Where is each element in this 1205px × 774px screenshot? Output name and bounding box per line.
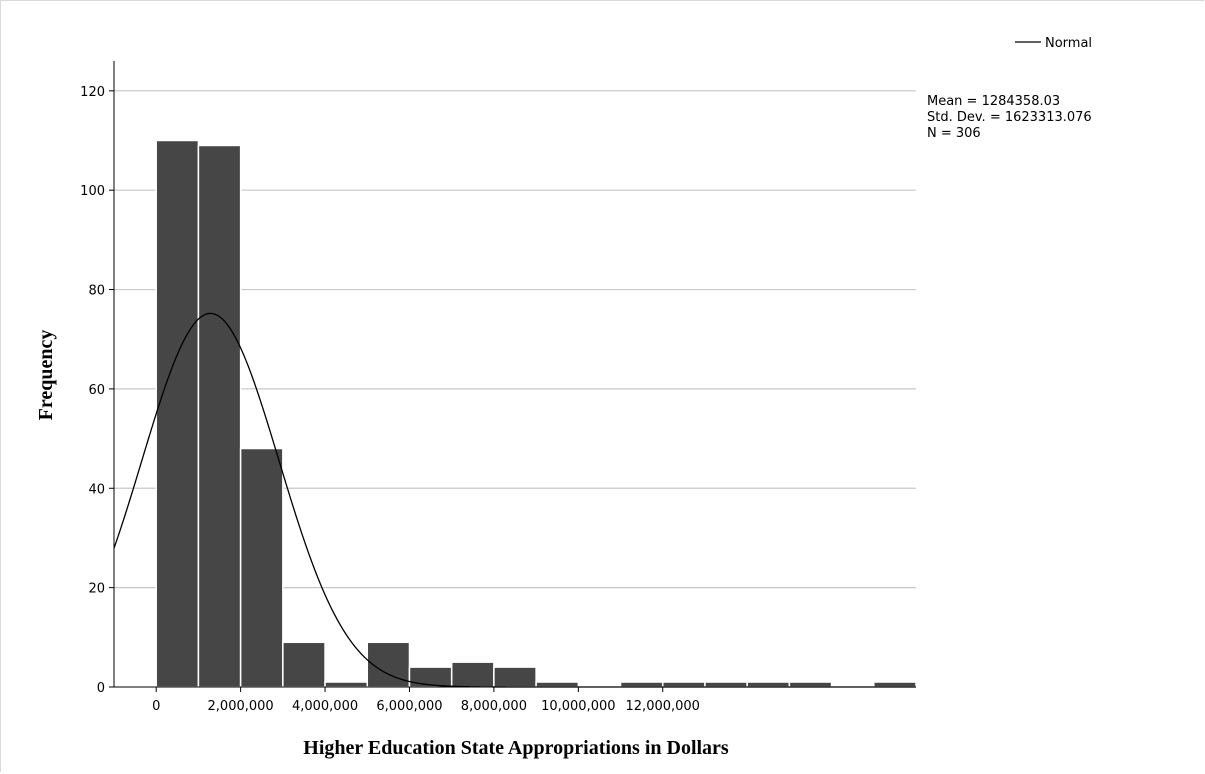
histogram-bar xyxy=(746,681,791,688)
y-tick-label: 120 xyxy=(80,85,105,100)
legend: Normal xyxy=(1015,36,1092,51)
y-tick-label: 60 xyxy=(88,383,105,398)
y-ticks: 0 20 40 60 80 100 120 xyxy=(80,85,114,696)
histogram-bar xyxy=(704,681,748,688)
y-tick-label: 20 xyxy=(88,582,105,597)
x-tick-label: 4,000,000 xyxy=(292,699,358,714)
histogram-bar xyxy=(324,681,369,688)
histogram-bar xyxy=(661,681,706,688)
stats-std-dev: Std. Dev. = 1623313.076 xyxy=(927,110,1092,125)
x-tick-label: 2,000,000 xyxy=(208,699,274,714)
x-tick-label: 6,000,000 xyxy=(376,699,442,714)
histogram-bar xyxy=(408,666,453,688)
x-tick-label: 0 xyxy=(152,699,160,714)
y-tick-label: 40 xyxy=(88,482,105,497)
histogram-bar xyxy=(535,681,580,688)
x-tick-label: 12,000,000 xyxy=(626,699,700,714)
histogram-bar xyxy=(619,681,664,688)
x-tick-label: 10,000,000 xyxy=(541,699,615,714)
axes xyxy=(113,61,916,688)
x-ticks: 0 2,000,000 4,000,000 6,000,000 8,000,000 10,… xyxy=(152,687,700,714)
histogram-bar xyxy=(155,139,200,688)
histogram-bar xyxy=(239,447,284,688)
histogram-bar xyxy=(450,661,495,688)
y-tick-label: 80 xyxy=(88,284,105,299)
y-tick-label: 100 xyxy=(80,184,105,199)
stats-n: N = 306 xyxy=(927,126,981,141)
stats-mean: Mean = 1284358.03 xyxy=(927,94,1060,109)
histogram-bars xyxy=(155,139,917,688)
stats-box: Mean = 1284358.03 Std. Dev. = 1623313.07… xyxy=(927,94,1092,141)
legend-normal-label: Normal xyxy=(1045,36,1092,51)
histogram-bar xyxy=(197,144,242,688)
y-axis-title: Frequency xyxy=(35,330,57,421)
x-axis-title: Higher Education State Appropriations in… xyxy=(303,737,729,759)
histogram-bar xyxy=(282,641,326,688)
y-tick-label: 0 xyxy=(97,681,105,696)
histogram-bar xyxy=(873,681,917,688)
histogram-bar xyxy=(788,681,833,688)
x-tick-label: 8,000,000 xyxy=(461,699,527,714)
histogram-bar xyxy=(493,666,537,688)
